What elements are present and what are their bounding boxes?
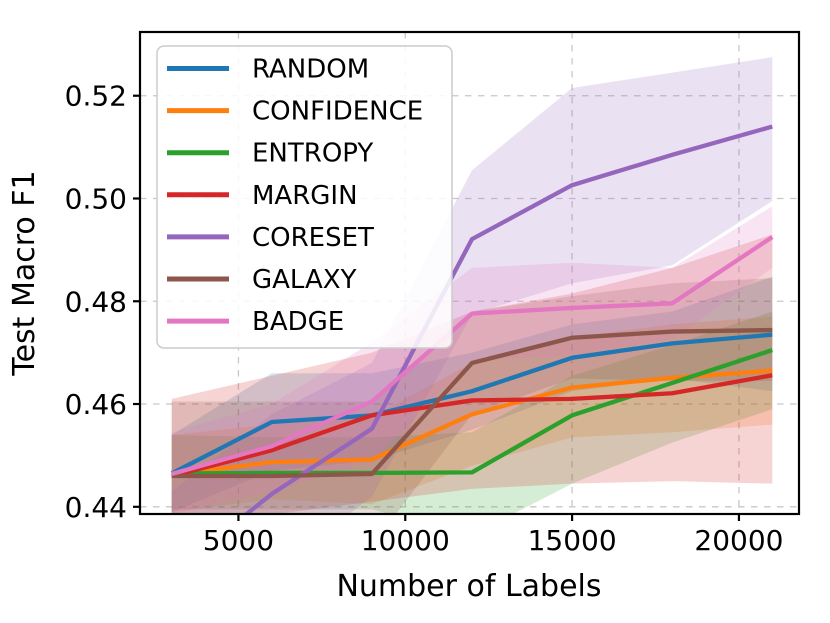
band-badge (171, 206, 773, 514)
legend-label-galaxy: GALAXY (252, 265, 357, 295)
x-tick-labels: 5000 10000 15000 20000 (203, 524, 784, 557)
y-axis-label: Test Macro F1 (7, 170, 42, 376)
line-random (170, 332, 773, 476)
band-galaxy (171, 278, 773, 514)
tick-marks (133, 94, 741, 521)
y-tick-label: 0.46 (65, 388, 127, 421)
line-galaxy (171, 327, 773, 479)
y-tick-label: 0.48 (65, 285, 127, 318)
legend-label-entropy: ENTROPY (252, 139, 373, 169)
legend-label-coreset: CORESET (252, 223, 374, 253)
x-axis-label: Number of Labels (336, 569, 601, 604)
legend-box (156, 45, 453, 349)
line-badge (171, 235, 774, 476)
line-coreset (243, 124, 773, 514)
y-tick-label: 0.44 (65, 491, 127, 524)
line-entropy (171, 348, 773, 476)
legend-label-badge: BADGE (252, 307, 344, 337)
series-lines (170, 124, 774, 514)
legend-label-margin: MARGIN (252, 181, 358, 211)
legend: RANDOM CONFIDENCE ENTROPY MARGIN CORESET GALA… (156, 45, 453, 349)
x-tick-label: 10000 (361, 524, 450, 557)
y-tick-label: 0.50 (65, 182, 127, 215)
legend-label-random: RANDOM (252, 55, 369, 85)
line-margin (171, 373, 773, 479)
x-tick-label: 15000 (528, 524, 617, 557)
line-confidence (171, 368, 773, 478)
y-tick-labels: 0.44 0.46 0.48 0.50 0.52 (65, 80, 127, 524)
legend-label-confidence: CONFIDENCE (252, 97, 423, 127)
x-tick-label: 5000 (203, 524, 274, 557)
x-tick-label: 20000 (694, 524, 783, 557)
y-tick-label: 0.52 (65, 80, 127, 113)
axes-spines (138, 30, 801, 516)
